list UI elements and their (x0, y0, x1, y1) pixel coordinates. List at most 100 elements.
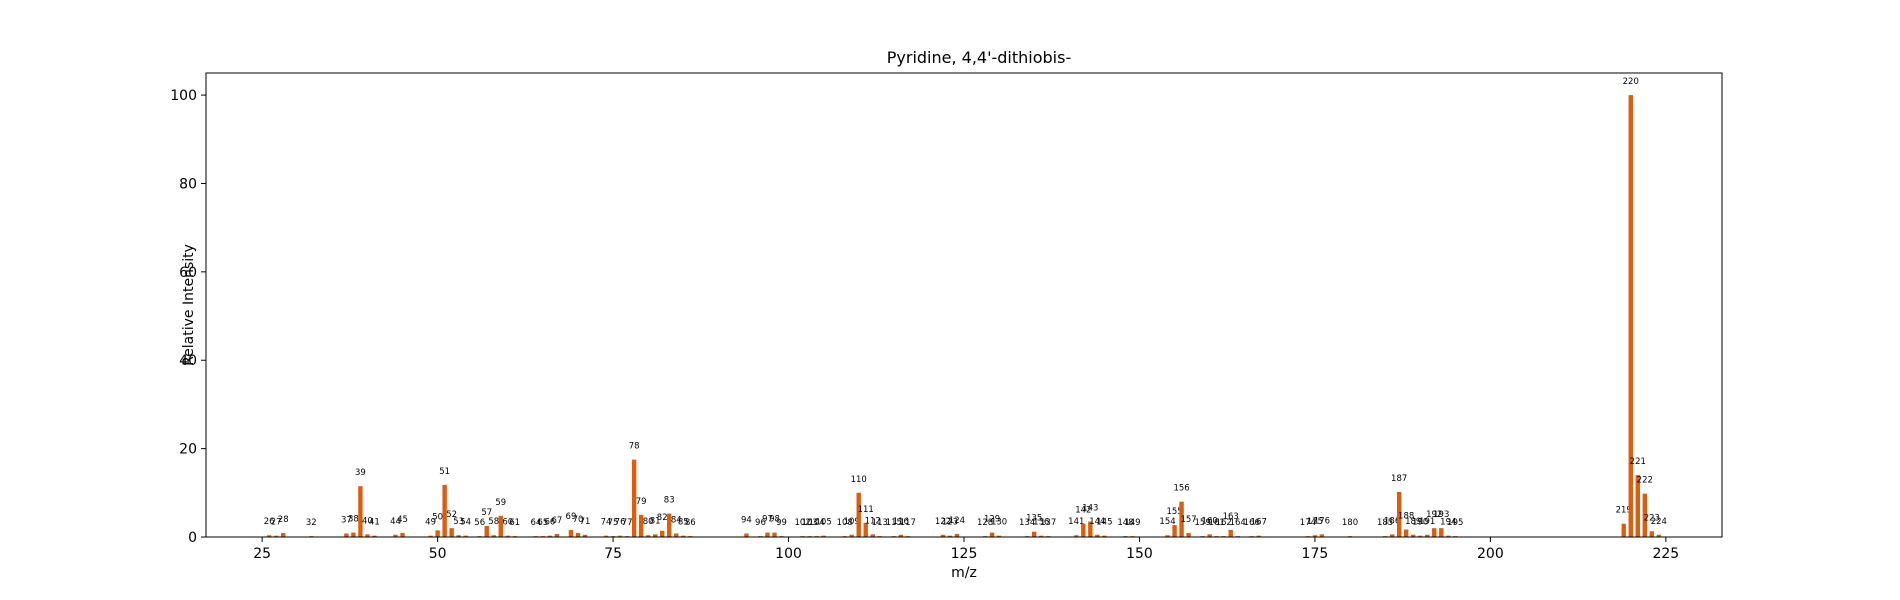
peak-bar (449, 528, 454, 537)
peak-label: 65 (537, 518, 548, 528)
peak-label: 82 (657, 513, 668, 523)
x-tick-label: 50 (429, 546, 447, 562)
peak-label: 189 (1405, 517, 1421, 527)
peak-label: 191 (1419, 517, 1435, 527)
x-tick-label: 200 (1477, 546, 1504, 562)
peak-label: 109 (844, 517, 860, 527)
peak-bar (1165, 535, 1170, 537)
peak-label: 135 (1026, 514, 1042, 524)
peak-bar (631, 459, 637, 537)
peak-bar (1410, 534, 1416, 537)
peak-bar (1432, 528, 1437, 537)
peak-bar (638, 514, 644, 537)
peak-bar (744, 533, 749, 537)
peak-label: 190 (1412, 518, 1428, 528)
x-tick-label: 25 (253, 546, 271, 562)
peak-label: 221 (1630, 457, 1646, 467)
peak-bar (989, 532, 995, 537)
peak-bar (1439, 528, 1444, 537)
peak-bar (617, 535, 623, 537)
peak-label: 116 (893, 517, 909, 527)
peak-label: 81 (650, 516, 661, 526)
peak-label: 77 (622, 518, 633, 528)
peak-bar (273, 535, 279, 537)
peak-label: 45 (397, 515, 408, 525)
peak-bar (947, 535, 953, 537)
peak-bar (772, 532, 777, 537)
peak-bar (1446, 535, 1451, 537)
peak-label: 175 (1307, 517, 1323, 527)
peak-label: 54 (460, 518, 471, 528)
peak-bar (1656, 534, 1662, 537)
peak-label: 59 (495, 498, 506, 508)
peak-bar (442, 484, 447, 537)
peak-label: 141 (1068, 517, 1084, 527)
peak-label: 157 (1180, 515, 1196, 525)
peak-bar (1635, 475, 1640, 537)
peak-bar (681, 535, 686, 537)
peak-label: 96 (755, 518, 766, 528)
peak-label: 159 (1195, 518, 1211, 528)
peak-label: 37 (341, 515, 352, 525)
peak-label: 130 (991, 518, 1007, 528)
peak-bar (400, 533, 405, 537)
peak-label: 84 (671, 515, 682, 525)
peak-label: 149 (1124, 518, 1140, 528)
y-axis-label: Relative Intensity (181, 244, 197, 366)
peak-label: 176 (1314, 516, 1330, 526)
peak-bar (1649, 531, 1655, 537)
x-tick-label: 100 (775, 546, 802, 562)
peak-label: 57 (481, 508, 492, 518)
peak-label: 71 (580, 517, 591, 527)
peak-bar (344, 533, 349, 537)
peak-bar (1403, 529, 1409, 537)
peak-label: 108 (837, 518, 853, 528)
peak-label: 67 (552, 516, 563, 526)
peak-label: 166 (1244, 518, 1260, 528)
peak-bar (603, 535, 609, 537)
peak-label: 220 (1623, 77, 1639, 87)
peak-label: 75 (608, 518, 619, 528)
peak-bar (856, 492, 861, 537)
peak-bar (554, 533, 560, 537)
peak-bar (1389, 534, 1395, 537)
peak-label: 66 (544, 518, 555, 528)
peak-bar (1074, 535, 1079, 537)
peak-label: 136 (1033, 518, 1049, 528)
peak-label: 180 (1342, 518, 1358, 528)
y-axis: 0 20 40 60 80 100 (170, 88, 206, 546)
peak-bar (456, 535, 461, 537)
peak-label: 129 (984, 515, 1000, 525)
plot-frame (205, 72, 1723, 538)
peak-label: 128 (977, 518, 993, 528)
peak-label: 219 (1616, 506, 1632, 516)
peak-bar (351, 532, 356, 537)
peak-label: 167 (1251, 518, 1267, 528)
x-axis: 25 50 75 100 125 150 175 200 225 (253, 537, 1679, 562)
peak-label: 102 (794, 518, 810, 528)
peak-label: 74 (601, 518, 612, 528)
x-axis-label: m/z (951, 565, 977, 581)
peak-label: 53 (453, 517, 464, 527)
peak-label: 69 (566, 512, 577, 522)
peak-bar (849, 534, 854, 537)
x-tick-label: 125 (951, 546, 978, 562)
peak-label: 137 (1040, 518, 1056, 528)
peak-label: 195 (1447, 518, 1463, 528)
peak-bar (1102, 535, 1107, 537)
peak-bar (674, 533, 679, 537)
peak-bar (667, 513, 672, 537)
peak-label: 39 (355, 468, 366, 478)
peak-label: 52 (446, 510, 457, 520)
peak-bar (365, 534, 370, 537)
peak-label: 142 (1075, 506, 1091, 516)
peak-label: 117 (900, 518, 916, 528)
peak-label: 79 (636, 497, 647, 507)
peak-label: 50 (432, 512, 443, 522)
peak-bar (568, 529, 574, 537)
peak-bar (484, 525, 489, 537)
peak-label: 32 (306, 518, 317, 528)
peak-bar (505, 535, 510, 537)
peak-label: 123 (942, 518, 958, 528)
y-tick-label: 60 (179, 265, 197, 281)
